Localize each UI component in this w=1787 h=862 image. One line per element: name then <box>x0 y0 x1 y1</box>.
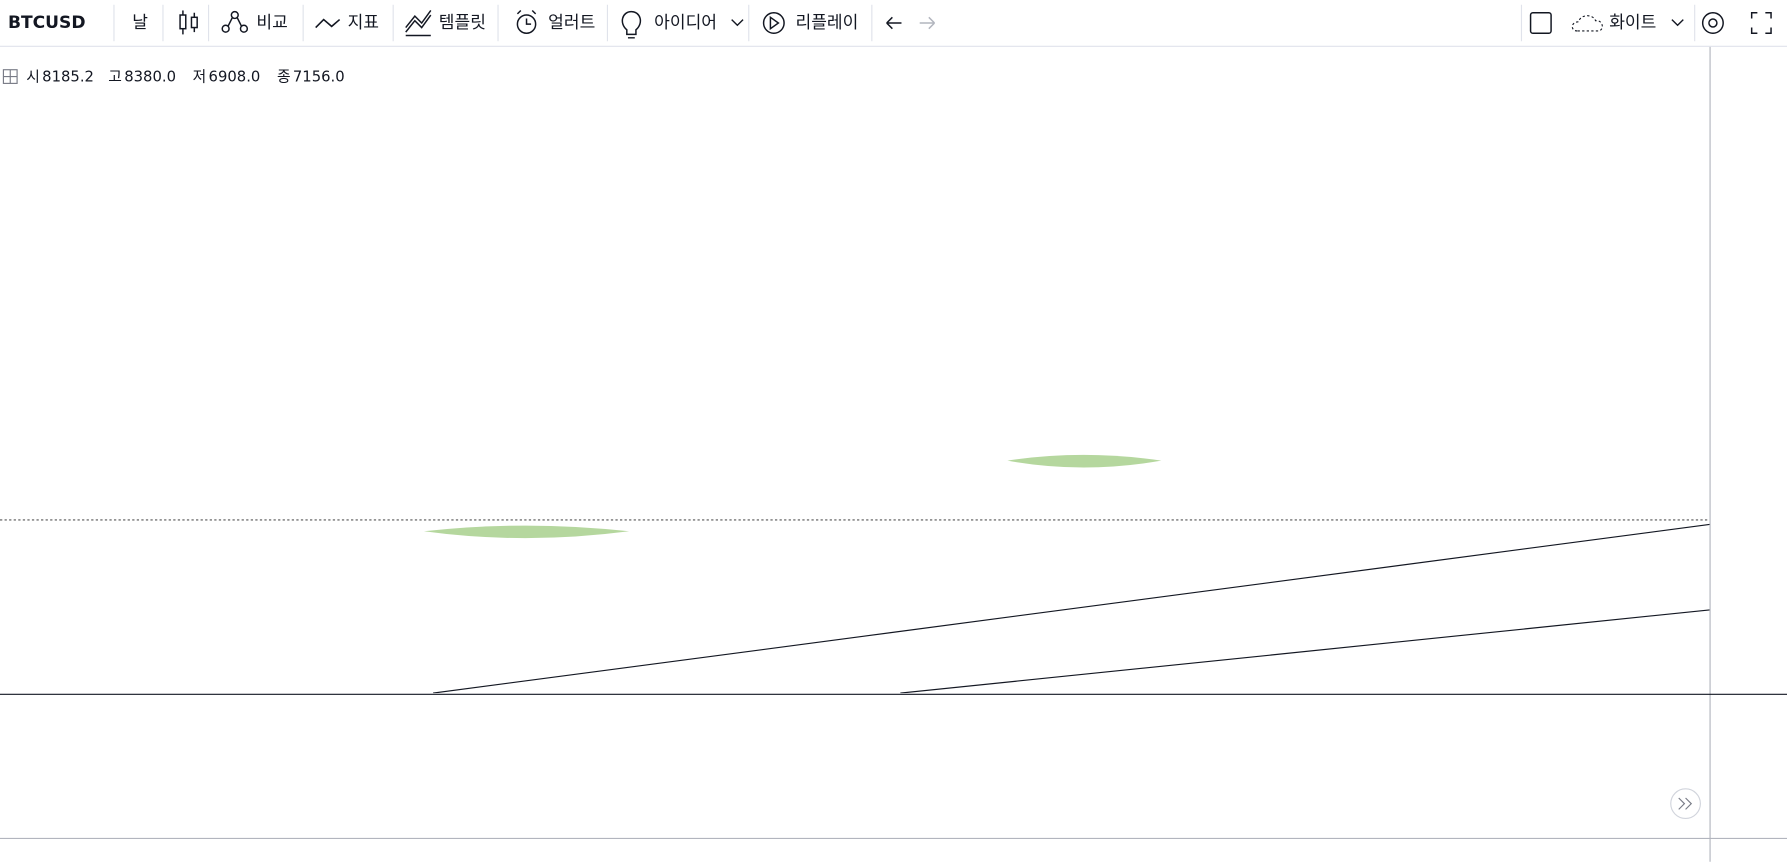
legend-high-label: 고 <box>108 69 122 86</box>
symbol[interactable]: BTCUSD <box>8 13 86 33</box>
indicators-icon[interactable] <box>315 18 341 29</box>
compare[interactable]: 비교 <box>256 13 287 33</box>
redo[interactable] <box>919 16 936 30</box>
chart-type-icon[interactable] <box>179 10 198 35</box>
scroll-button[interactable] <box>1670 788 1701 820</box>
highlight[interactable] <box>423 525 630 539</box>
legend-open: 8185.2 <box>42 69 94 86</box>
trend-line[interactable] <box>432 523 1710 694</box>
ideas-icon[interactable] <box>621 10 642 39</box>
ideas[interactable]: 아이디어 <box>654 13 717 33</box>
legend-close-label: 종 <box>277 69 291 86</box>
indicators[interactable]: 지표 <box>348 13 379 33</box>
compare-icon[interactable] <box>221 10 249 33</box>
settings[interactable] <box>1701 12 1724 34</box>
templates-icon[interactable] <box>405 10 432 37</box>
ideas-dropdown[interactable] <box>731 19 744 27</box>
alert[interactable]: 얼러트 <box>548 13 595 33</box>
replay[interactable]: 리플레이 <box>795 13 858 33</box>
undo[interactable] <box>886 16 902 30</box>
drawings <box>0 454 1710 694</box>
templates[interactable]: 템플릿 <box>439 13 486 33</box>
interval[interactable]: 날 <box>132 13 148 33</box>
legend-close: 7156.0 <box>293 69 345 86</box>
legend-toggle[interactable] <box>2 69 18 84</box>
cloud-icon[interactable] <box>1571 15 1603 32</box>
fullscreen[interactable] <box>1750 12 1772 34</box>
highlight[interactable] <box>1007 454 1162 468</box>
alert-icon[interactable] <box>516 9 537 34</box>
trend-line[interactable] <box>900 609 1710 694</box>
toolbar-dividers <box>113 4 1696 42</box>
replay-icon[interactable] <box>762 12 785 34</box>
theme-dropdown[interactable] <box>1671 19 1684 27</box>
legend-low: 6908.0 <box>209 69 261 86</box>
legend-high: 8380.0 <box>124 69 176 86</box>
legend-open-label: 시 <box>26 69 40 86</box>
layout-button[interactable] <box>1529 12 1552 34</box>
theme[interactable]: 화이트 <box>1609 13 1656 33</box>
legend-low-label: 저 <box>193 69 207 86</box>
scroll-icon <box>1678 797 1693 810</box>
